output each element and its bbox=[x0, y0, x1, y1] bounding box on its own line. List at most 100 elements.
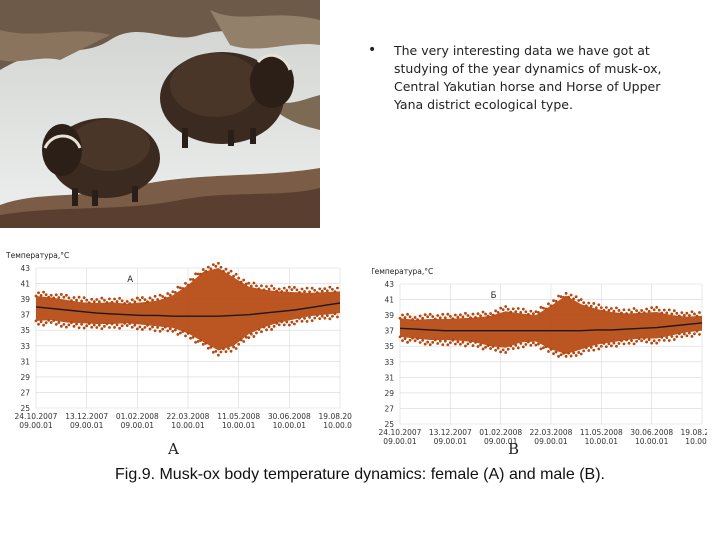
data-point bbox=[186, 283, 190, 287]
data-point bbox=[433, 338, 437, 342]
data-point bbox=[77, 326, 81, 330]
data-point bbox=[453, 342, 457, 346]
data-point bbox=[592, 348, 596, 352]
data-point bbox=[496, 346, 500, 350]
data-point bbox=[224, 267, 228, 271]
data-point bbox=[166, 329, 170, 333]
data-point bbox=[559, 295, 563, 299]
data-point bbox=[622, 308, 626, 312]
data-point bbox=[323, 287, 327, 291]
data-point bbox=[451, 317, 455, 321]
data-point bbox=[479, 343, 482, 347]
data-point bbox=[655, 305, 659, 309]
data-point bbox=[484, 345, 487, 349]
data-point bbox=[237, 276, 241, 280]
data-point bbox=[244, 282, 248, 286]
y-tick-label: 39 bbox=[384, 311, 394, 320]
data-point bbox=[491, 313, 495, 317]
data-point bbox=[82, 326, 86, 330]
y-tick-label: 33 bbox=[384, 358, 394, 367]
y-tick-label: 27 bbox=[384, 404, 394, 413]
data-point bbox=[682, 332, 686, 336]
data-point bbox=[698, 333, 701, 336]
data-point bbox=[411, 336, 414, 340]
data-point bbox=[153, 294, 157, 298]
panel-label-b: B bbox=[508, 440, 520, 458]
data-point bbox=[640, 339, 643, 343]
data-point bbox=[113, 297, 116, 301]
data-point bbox=[247, 281, 251, 285]
data-point bbox=[531, 341, 535, 345]
data-point bbox=[123, 321, 127, 325]
data-point bbox=[582, 301, 586, 305]
data-point bbox=[201, 342, 205, 346]
data-point bbox=[39, 320, 43, 324]
data-point bbox=[456, 315, 460, 319]
data-point bbox=[293, 322, 296, 326]
data-point bbox=[105, 322, 109, 326]
data-point bbox=[637, 337, 641, 341]
y-tick-label: 33 bbox=[20, 342, 30, 351]
data-point bbox=[194, 272, 198, 276]
data-point bbox=[594, 306, 598, 310]
data-point bbox=[602, 342, 606, 345]
data-point bbox=[173, 328, 177, 332]
data-point bbox=[186, 331, 190, 335]
data-point bbox=[542, 346, 545, 350]
data-point bbox=[471, 312, 475, 316]
data-point bbox=[75, 298, 78, 302]
data-point bbox=[672, 309, 676, 313]
data-point bbox=[227, 271, 230, 275]
data-point bbox=[695, 314, 699, 318]
data-point bbox=[290, 320, 294, 324]
data-point bbox=[665, 311, 669, 315]
data-point bbox=[214, 349, 218, 353]
data-point bbox=[242, 340, 246, 343]
data-point bbox=[476, 345, 480, 348]
data-point bbox=[587, 349, 591, 352]
data-point bbox=[625, 338, 628, 342]
data-point bbox=[652, 339, 656, 343]
data-point bbox=[123, 302, 127, 305]
data-point bbox=[277, 323, 281, 327]
data-point bbox=[67, 323, 71, 327]
data-point bbox=[567, 351, 571, 355]
data-point bbox=[630, 310, 633, 314]
data-point bbox=[227, 347, 230, 350]
data-point bbox=[403, 337, 407, 340]
data-point bbox=[270, 328, 273, 331]
data-point bbox=[219, 350, 223, 354]
chart-male: Температура,°С 43 41 39 37 35 33 31 29 27 25 24.10.… bbox=[369, 262, 720, 454]
data-point bbox=[597, 347, 601, 351]
y-tick-label: 29 bbox=[384, 389, 394, 398]
data-point bbox=[524, 310, 528, 314]
data-point bbox=[234, 272, 238, 276]
trend-line bbox=[399, 322, 703, 332]
data-point bbox=[398, 335, 402, 339]
data-point bbox=[90, 325, 94, 329]
data-point bbox=[331, 287, 334, 291]
data-point bbox=[554, 350, 558, 354]
data-point bbox=[547, 350, 550, 353]
data-point bbox=[622, 342, 626, 346]
data-point bbox=[443, 339, 447, 343]
data-point bbox=[110, 300, 114, 304]
data-point bbox=[265, 328, 268, 332]
data-point bbox=[456, 340, 460, 344]
data-point bbox=[97, 323, 101, 327]
y-axis-label: Температура,°С bbox=[5, 251, 69, 260]
data-point bbox=[333, 312, 337, 316]
data-point bbox=[85, 298, 89, 302]
y-axis-label: Температура,°С bbox=[372, 267, 433, 276]
data-point bbox=[413, 316, 417, 319]
data-point bbox=[199, 272, 203, 276]
data-point bbox=[511, 347, 515, 350]
data-point bbox=[59, 324, 63, 328]
data-point bbox=[401, 339, 404, 343]
data-point bbox=[191, 278, 195, 281]
data-point bbox=[620, 311, 623, 315]
data-point bbox=[80, 299, 83, 303]
data-point bbox=[44, 321, 48, 325]
bullet-dot: • bbox=[368, 42, 377, 58]
data-point bbox=[115, 300, 119, 303]
